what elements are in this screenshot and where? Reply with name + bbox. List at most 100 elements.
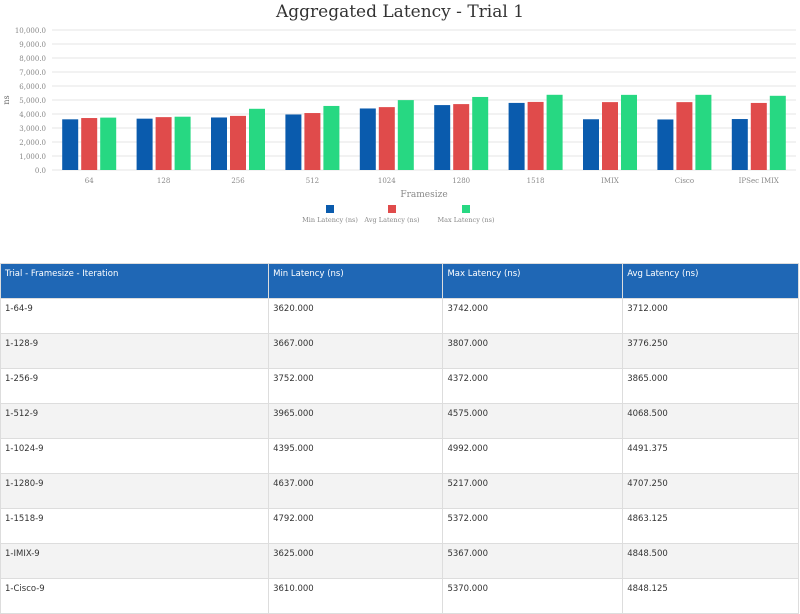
table-cell: 3776.250 — [622, 333, 799, 369]
table-cell: 4395.000 — [268, 438, 444, 474]
legend-label[interactable]: Max Latency (ns) — [437, 216, 495, 224]
bar-max-1518 — [546, 94, 563, 170]
table-cell: 3752.000 — [268, 368, 444, 404]
bar-avg-512 — [304, 113, 321, 170]
table-cell: 3742.000 — [442, 298, 624, 334]
y-axis-label: ns — [2, 95, 11, 104]
bar-avg-IPSec IMIX — [750, 102, 767, 170]
table-cell: 3625.000 — [268, 543, 444, 579]
bar-min-IMIX — [583, 119, 599, 170]
chart-title: Aggregated Latency - Trial 1 — [275, 2, 524, 22]
table-cell: 3712.000 — [622, 298, 799, 334]
table-cell: 4637.000 — [268, 473, 444, 509]
table-cell: 4792.000 — [268, 508, 444, 544]
table-cell: 3965.000 — [268, 403, 444, 439]
x-tick-label: IMIX — [601, 177, 619, 185]
bar-avg-Cisco — [676, 102, 693, 170]
column-header[interactable]: Avg Latency (ns) — [622, 263, 799, 299]
table-cell: 1-IMIX-9 — [0, 543, 270, 579]
column-header[interactable]: Min Latency (ns) — [268, 263, 444, 299]
bar-avg-1280 — [453, 104, 470, 170]
y-tick-label: 2,000.0 — [19, 139, 46, 147]
x-tick-label: 1518 — [527, 177, 545, 185]
table-cell: 5367.000 — [442, 543, 624, 579]
table-cell: 1-64-9 — [0, 298, 270, 334]
table-cell: 4848.125 — [622, 578, 799, 614]
y-tick-label: 3,000.0 — [19, 125, 46, 133]
x-axis-label: Framesize — [400, 190, 447, 200]
table-row: 1-512-9 3965.000 4575.000 4068.500 — [0, 403, 799, 439]
legend-label[interactable]: Min Latency (ns) — [302, 216, 358, 224]
x-tick-label: 512 — [306, 177, 319, 185]
x-tick-label: 64 — [85, 177, 94, 185]
table-cell: 4848.500 — [622, 543, 799, 579]
latency-chart: Aggregated Latency - Trial 1 0.0 1,000.0 2,… — [2, 2, 796, 224]
y-tick-label: 10,000.0 — [15, 27, 46, 35]
table-cell: 1-Cisco-9 — [0, 578, 270, 614]
table-cell: 1-1518-9 — [0, 508, 270, 544]
table-cell: 4992.000 — [442, 438, 624, 474]
y-tick-label: 1,000.0 — [19, 153, 46, 161]
column-header[interactable]: Max Latency (ns) — [442, 263, 624, 299]
table-row: 1-1024-9 4395.000 4992.000 4491.375 — [0, 438, 799, 474]
bar-min-512 — [285, 114, 302, 170]
bar-min-1024 — [359, 108, 376, 170]
legend-swatch[interactable] — [462, 205, 470, 213]
table-cell: 3667.000 — [268, 333, 444, 369]
table-cell: 5370.000 — [442, 578, 624, 614]
table-row: 1-256-9 3752.000 4372.000 3865.000 — [0, 368, 799, 404]
legend-swatch[interactable] — [326, 205, 334, 213]
table-cell: 4575.000 — [442, 403, 624, 439]
table-cell: 3807.000 — [442, 333, 624, 369]
bar-max-IMIX — [621, 94, 637, 170]
bar-min-IPSec IMIX — [731, 119, 748, 170]
table-cell: 4372.000 — [442, 368, 624, 404]
x-tick-label: 1280 — [452, 177, 470, 185]
bar-max-1280 — [472, 96, 489, 170]
x-tick-label: Cisco — [675, 177, 694, 185]
table-row: 1-IMIX-9 3625.000 5367.000 4848.500 — [0, 543, 799, 579]
y-tick-label: 6,000.0 — [19, 83, 46, 91]
bar-avg-1518 — [527, 101, 544, 170]
y-tick-label: 9,000.0 — [19, 41, 46, 49]
table-cell: 1-1280-9 — [0, 473, 270, 509]
bar-avg-128 — [155, 117, 172, 170]
bar-avg-256 — [230, 115, 246, 170]
table-row: 1-1280-9 4637.000 5217.000 4707.250 — [0, 473, 799, 509]
table-row: 1-1518-9 4792.000 5372.000 4863.125 — [0, 508, 799, 544]
bar-max-1024 — [397, 100, 414, 170]
table-cell: 3865.000 — [622, 368, 799, 404]
column-header[interactable]: Trial - Framesize - Iteration — [0, 263, 270, 299]
y-tick-label: 4,000.0 — [19, 111, 46, 119]
table-row: 1-Cisco-9 3610.000 5370.000 4848.125 — [0, 578, 799, 614]
table-row: 1-128-9 3667.000 3807.000 3776.250 — [0, 333, 799, 369]
x-tick-label: 1024 — [378, 177, 396, 185]
table-cell: 1-512-9 — [0, 403, 270, 439]
table-cell: 1-1024-9 — [0, 438, 270, 474]
x-tick-label: 256 — [231, 177, 245, 185]
bar-avg-1024 — [378, 107, 395, 170]
table-cell: 3610.000 — [268, 578, 444, 614]
x-tick-label: 128 — [157, 177, 170, 185]
legend-swatch[interactable] — [388, 205, 396, 213]
table-cell: 3620.000 — [268, 298, 444, 334]
bar-max-512 — [323, 105, 340, 170]
bar-max-256 — [249, 108, 265, 170]
legend-label[interactable]: Avg Latency (ns) — [363, 216, 420, 224]
latency-table: Trial - Framesize - Iteration Min Latency… — [0, 263, 799, 614]
y-tick-label: 7,000.0 — [19, 69, 46, 77]
bar-min-256 — [211, 117, 227, 170]
bar-max-128 — [174, 116, 191, 170]
table-cell: 1-128-9 — [0, 333, 270, 369]
table-cell: 1-256-9 — [0, 368, 270, 404]
table-row: 1-64-9 3620.000 3742.000 3712.000 — [0, 298, 799, 334]
table-cell: 4863.125 — [622, 508, 799, 544]
bar-min-1280 — [434, 105, 451, 170]
bar-avg-IMIX — [602, 102, 618, 170]
table-cell: 4491.375 — [622, 438, 799, 474]
table-cell: 5372.000 — [442, 508, 624, 544]
bar-max-64 — [100, 117, 117, 170]
bar-min-128 — [136, 118, 153, 170]
table-cell: 4068.500 — [622, 403, 799, 439]
x-tick-label: IPSec IMIX — [739, 177, 779, 185]
